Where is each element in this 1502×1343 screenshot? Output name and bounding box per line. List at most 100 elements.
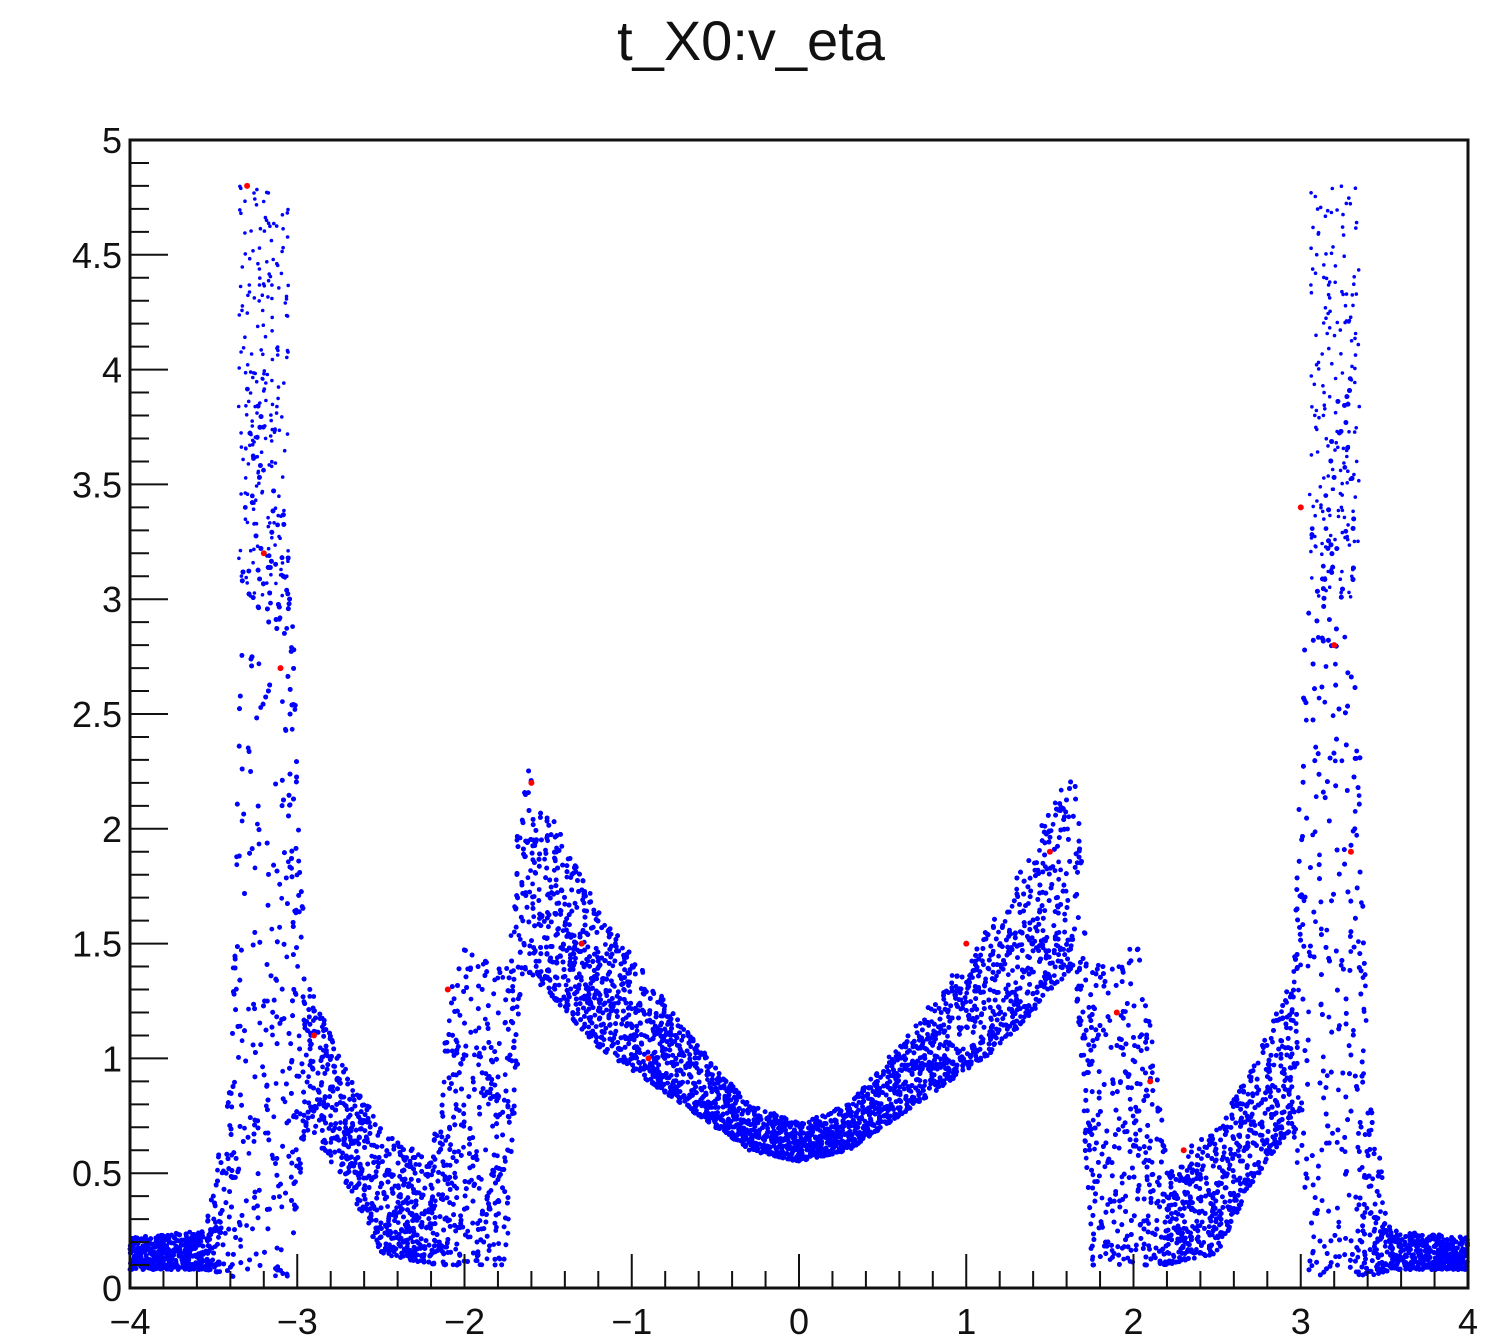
data-point (270, 1032, 275, 1038)
data-point (472, 1052, 477, 1058)
data-point (530, 901, 536, 907)
data-point (1351, 1028, 1356, 1033)
data-point (441, 1079, 447, 1085)
data-point (1230, 1179, 1236, 1185)
data-point (468, 996, 474, 1002)
data-point (1062, 911, 1067, 917)
data-point (607, 988, 612, 994)
data-point (1221, 1150, 1227, 1156)
data-point (1363, 1018, 1369, 1023)
data-point (328, 1113, 333, 1119)
data-point (1373, 1220, 1379, 1226)
data-point (1053, 942, 1059, 948)
data-point (1279, 1009, 1284, 1015)
data-point (1348, 949, 1354, 954)
data-point (994, 973, 999, 979)
data-point (1149, 1102, 1155, 1107)
data-point (1051, 973, 1057, 978)
data-point (542, 856, 547, 862)
data-point (255, 821, 260, 827)
data-point (1013, 980, 1019, 986)
data-point (1312, 829, 1318, 835)
data-point (996, 929, 1001, 935)
data-point (1278, 1051, 1284, 1057)
data-point (1342, 634, 1348, 640)
data-point (246, 1006, 251, 1012)
data-point (478, 1090, 484, 1095)
data-point (1137, 1127, 1143, 1133)
data-point (396, 1232, 402, 1237)
data-point (505, 1230, 511, 1236)
data-point (564, 874, 570, 880)
data-point (978, 1020, 983, 1025)
chart-title: t_X0:v_eta (617, 9, 885, 72)
data-point (290, 624, 295, 629)
data-point (1199, 1156, 1204, 1161)
data-point (1066, 814, 1072, 820)
data-point (321, 1099, 327, 1105)
data-point (1343, 528, 1349, 534)
data-point (1372, 1146, 1377, 1152)
data-point (1361, 1009, 1367, 1014)
data-point (317, 1045, 323, 1051)
data-point (1002, 1012, 1008, 1017)
data-point (1339, 758, 1345, 764)
data-point (476, 1062, 481, 1068)
data-point (1313, 919, 1318, 925)
data-point (1294, 1160, 1300, 1165)
data-point (257, 1020, 263, 1026)
data-point (928, 1081, 934, 1087)
data-point (688, 1044, 694, 1050)
data-point (273, 1273, 278, 1279)
data-point (1116, 1116, 1122, 1121)
data-point (586, 1024, 592, 1030)
data-point (256, 841, 262, 847)
data-point (436, 1192, 441, 1197)
data-point (1288, 1025, 1293, 1031)
data-point (339, 1062, 345, 1068)
data-point (1214, 1247, 1220, 1253)
data-point (608, 1030, 613, 1036)
data-point (1119, 1180, 1125, 1186)
data-point (514, 837, 520, 843)
data-point (1014, 886, 1020, 892)
data-point (271, 1114, 277, 1120)
data-point (1099, 1195, 1105, 1201)
data-point (1033, 1006, 1038, 1011)
data-point (1326, 1014, 1332, 1020)
data-point (350, 1088, 356, 1093)
data-point (1336, 1219, 1342, 1225)
data-point (1125, 1255, 1131, 1261)
data-point (575, 1007, 581, 1012)
data-point (1355, 1254, 1361, 1260)
data-point (474, 1149, 479, 1154)
data-point (1382, 1243, 1388, 1249)
data-point (563, 982, 569, 988)
data-point (528, 868, 533, 873)
data-point (465, 1228, 471, 1234)
data-point (268, 600, 273, 606)
data-point (1037, 848, 1042, 853)
data-point (1005, 972, 1011, 978)
data-point (1354, 832, 1360, 838)
data-point (1305, 963, 1311, 969)
data-point (1311, 1234, 1317, 1240)
data-point (234, 862, 240, 868)
data-point (258, 705, 264, 710)
data-point (413, 1162, 419, 1167)
data-point (1323, 664, 1329, 669)
data-point (1058, 787, 1064, 793)
data-point (508, 933, 514, 938)
data-point (1342, 465, 1348, 470)
data-point (960, 1046, 966, 1052)
data-point (1058, 867, 1063, 873)
data-point (1056, 859, 1061, 865)
data-point (1186, 1154, 1191, 1159)
data-point (1085, 1058, 1091, 1063)
data-point (494, 1224, 499, 1230)
data-point (592, 1012, 598, 1018)
data-point (279, 895, 285, 901)
data-point (486, 1101, 491, 1107)
data-point (1145, 1213, 1151, 1219)
data-point (511, 968, 516, 973)
